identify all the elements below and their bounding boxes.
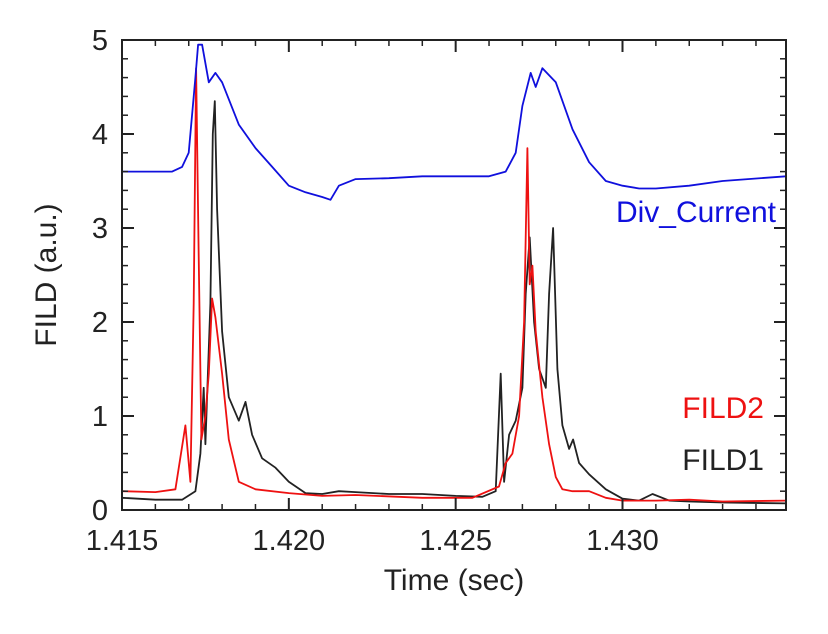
series-line-fild1 bbox=[121, 100, 787, 505]
series-line-div-current bbox=[122, 43, 787, 201]
y-axis-title: FILD (a.u.) bbox=[30, 203, 63, 346]
x-tick-label: 1.425 bbox=[419, 525, 492, 557]
x-axis-title: Time (sec) bbox=[384, 564, 525, 597]
y-tick-label: 4 bbox=[92, 119, 108, 151]
y-tick-label: 3 bbox=[92, 213, 108, 245]
y-tick-label: 2 bbox=[92, 307, 108, 339]
legend-label-fild1: FILD1 bbox=[682, 444, 764, 477]
y-tick-label: 1 bbox=[92, 401, 108, 433]
y-tick-label: 0 bbox=[92, 495, 108, 527]
series-layer bbox=[121, 43, 787, 505]
y-tick-label: 5 bbox=[92, 25, 108, 57]
x-tick-label: 1.420 bbox=[253, 525, 326, 557]
series-line-fild2 bbox=[121, 67, 787, 503]
x-tick-label: 1.415 bbox=[86, 525, 159, 557]
plot-frame bbox=[121, 39, 787, 511]
x-tick-label: 1.430 bbox=[586, 525, 659, 557]
legend-label-fild2: FILD2 bbox=[682, 392, 764, 425]
plot-background bbox=[122, 40, 786, 510]
legend-label-div-current: Div_Current bbox=[616, 196, 777, 229]
